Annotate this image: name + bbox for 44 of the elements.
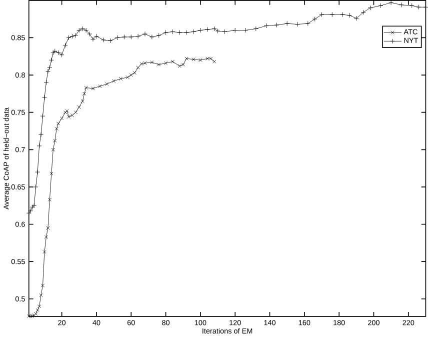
point <box>206 56 210 60</box>
point <box>91 86 95 90</box>
point <box>132 70 136 75</box>
point <box>80 99 84 103</box>
point <box>136 66 140 70</box>
point <box>63 110 68 114</box>
point <box>56 122 60 126</box>
point <box>184 56 188 60</box>
point <box>53 138 57 143</box>
point <box>157 62 161 66</box>
point <box>112 79 116 83</box>
point <box>54 126 58 131</box>
point <box>140 62 144 66</box>
point <box>178 64 182 68</box>
point <box>82 92 86 96</box>
point <box>39 293 43 297</box>
point <box>66 115 71 119</box>
point <box>98 84 102 88</box>
point <box>164 61 168 65</box>
point <box>36 308 40 312</box>
point <box>46 226 50 230</box>
point <box>118 76 123 81</box>
point <box>126 75 130 80</box>
point <box>60 116 64 120</box>
point <box>37 304 42 308</box>
point <box>48 198 52 202</box>
point <box>181 62 185 66</box>
point <box>40 284 45 288</box>
point <box>192 58 196 62</box>
point <box>77 105 81 109</box>
point <box>65 109 69 113</box>
point <box>44 235 48 239</box>
point <box>50 172 54 176</box>
point <box>42 250 46 254</box>
point <box>150 60 154 64</box>
point <box>129 73 133 77</box>
point <box>51 148 55 152</box>
point <box>74 110 78 114</box>
point <box>143 61 147 65</box>
point <box>198 58 202 62</box>
point <box>105 82 109 86</box>
point <box>84 86 88 90</box>
point <box>170 60 175 64</box>
point <box>70 114 74 118</box>
